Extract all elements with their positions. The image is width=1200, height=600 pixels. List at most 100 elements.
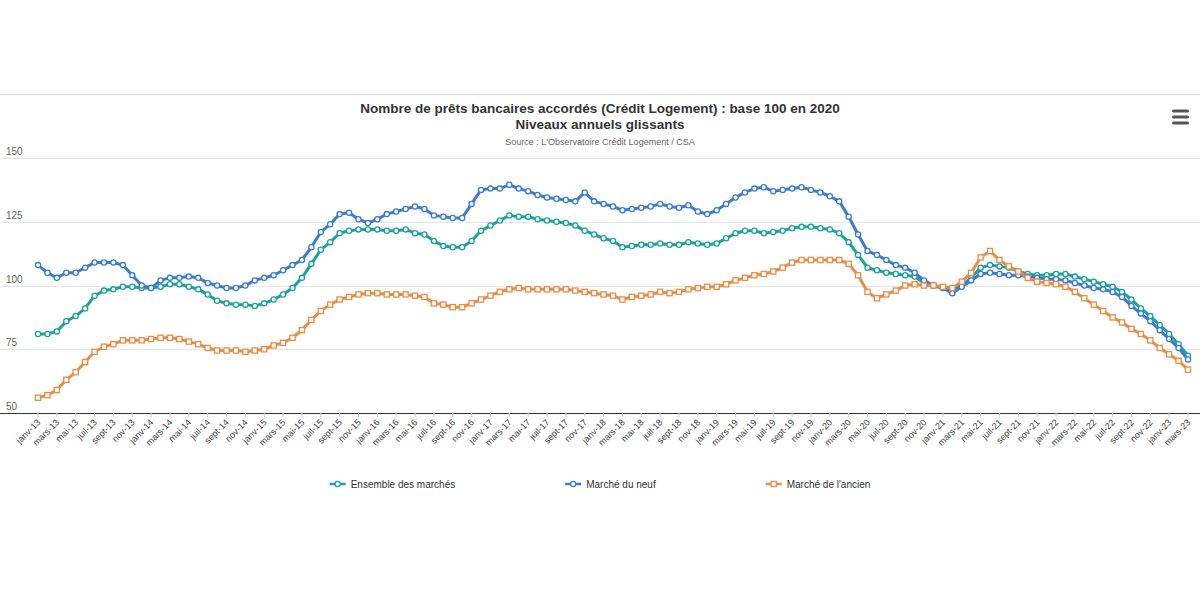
legend-item[interactable]: Ensemble des marchés xyxy=(330,479,456,490)
x-tick xyxy=(132,413,133,417)
data-point xyxy=(978,265,983,270)
data-point xyxy=(488,223,493,228)
data-point xyxy=(450,305,455,310)
data-point xyxy=(705,242,710,247)
data-point xyxy=(35,263,40,268)
chart-svg: Nombre de prêts bancaires accordés (Créd… xyxy=(0,0,1200,600)
x-tick-label: mai-16 xyxy=(393,417,420,444)
data-point xyxy=(328,222,333,227)
x-tick xyxy=(94,413,95,417)
subtitle: Niveaux annuels glissants xyxy=(516,117,685,132)
data-point xyxy=(497,186,502,191)
data-point xyxy=(73,314,78,319)
data-point xyxy=(224,348,229,353)
data-point xyxy=(101,288,106,293)
data-point xyxy=(271,297,276,302)
data-point xyxy=(1072,274,1077,279)
data-point xyxy=(412,231,417,236)
data-point xyxy=(356,292,361,297)
data-point xyxy=(318,308,323,313)
data-point xyxy=(196,342,201,347)
data-point xyxy=(639,293,644,298)
data-point xyxy=(252,303,257,308)
data-point xyxy=(1157,328,1162,333)
data-point xyxy=(658,289,663,294)
data-point xyxy=(262,347,267,352)
grid-line xyxy=(0,158,1200,159)
data-point xyxy=(412,204,417,209)
data-point xyxy=(610,204,615,209)
x-tick-label: mai-19 xyxy=(732,417,759,444)
data-point xyxy=(309,317,314,322)
data-point xyxy=(978,255,983,260)
data-point xyxy=(714,241,719,246)
data-point xyxy=(375,227,380,232)
data-point xyxy=(460,245,465,250)
data-point xyxy=(544,287,549,292)
legend-item[interactable]: Marché de l'ancien xyxy=(766,479,871,490)
data-point xyxy=(186,274,191,279)
data-point xyxy=(1016,269,1021,274)
menu-button[interactable] xyxy=(1172,110,1189,125)
data-point xyxy=(177,275,182,280)
legend-label: Marché du neuf xyxy=(586,479,656,490)
legend-label: Ensemble des marchés xyxy=(351,479,456,490)
data-point xyxy=(337,231,342,236)
x-tick xyxy=(320,413,321,417)
legend-item[interactable]: Marché du neuf xyxy=(565,479,656,490)
data-point xyxy=(64,270,69,275)
data-point xyxy=(1138,331,1143,336)
x-tick-label: mai-20 xyxy=(845,417,872,444)
data-point xyxy=(761,185,766,190)
data-point xyxy=(130,338,135,343)
x-tick xyxy=(1074,413,1075,417)
x-tick xyxy=(1131,413,1132,417)
data-point xyxy=(573,288,578,293)
x-tick xyxy=(660,413,661,417)
data-point xyxy=(233,348,238,353)
data-point xyxy=(290,335,295,340)
x-tick xyxy=(396,413,397,417)
data-point xyxy=(516,285,521,290)
data-point xyxy=(271,343,276,348)
data-point xyxy=(1119,289,1124,294)
data-point xyxy=(346,294,351,299)
data-point xyxy=(167,282,172,287)
data-point xyxy=(149,336,154,341)
data-point xyxy=(1035,279,1040,284)
data-point xyxy=(214,298,219,303)
data-point xyxy=(243,283,248,288)
data-point xyxy=(667,291,672,296)
legend: Ensemble des marchés Marché du neuf Marché… xyxy=(330,479,871,490)
data-point xyxy=(346,228,351,233)
x-tick xyxy=(528,413,529,417)
frame-line xyxy=(0,94,1200,95)
data-point xyxy=(431,238,436,243)
data-point xyxy=(469,201,474,206)
plot-area xyxy=(35,182,1190,400)
data-point xyxy=(921,283,926,288)
data-point xyxy=(290,263,295,268)
data-point xyxy=(771,189,776,194)
data-point xyxy=(1006,264,1011,269)
data-point xyxy=(478,297,483,302)
data-point xyxy=(742,275,747,280)
data-point xyxy=(384,228,389,233)
data-point xyxy=(441,214,446,219)
data-point xyxy=(1063,271,1068,276)
data-point xyxy=(1157,345,1162,350)
data-point xyxy=(167,335,172,340)
data-point xyxy=(799,224,804,229)
data-point xyxy=(478,187,483,192)
data-point xyxy=(1119,294,1124,299)
data-point xyxy=(469,301,474,306)
data-point xyxy=(205,345,210,350)
data-point xyxy=(1167,336,1172,341)
data-point xyxy=(950,285,955,290)
data-point xyxy=(35,395,40,400)
data-point xyxy=(507,182,512,187)
data-point xyxy=(1082,277,1087,282)
data-point xyxy=(582,190,587,195)
data-point xyxy=(874,268,879,273)
data-point xyxy=(921,278,926,283)
